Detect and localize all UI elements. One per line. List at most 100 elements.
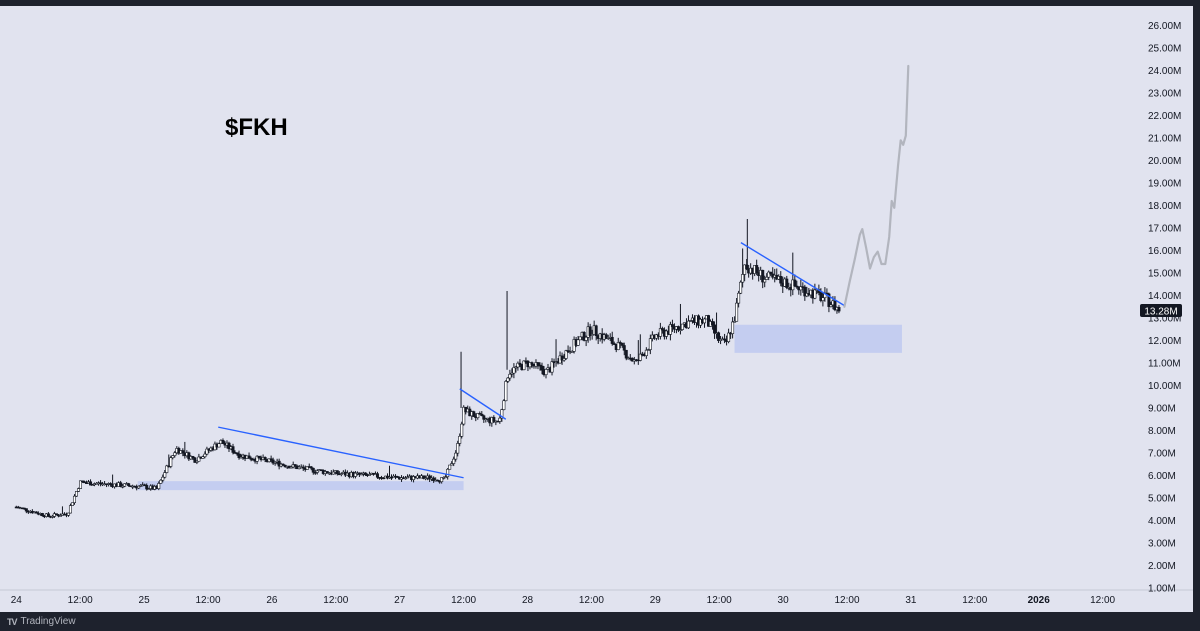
- candle-body: [624, 349, 628, 359]
- candle-body: [315, 470, 319, 473]
- plot-area[interactable]: [0, 6, 1138, 590]
- candle-body: [538, 364, 542, 367]
- candle-body: [658, 328, 662, 337]
- candle-body: [255, 455, 259, 462]
- candle-body: [564, 350, 568, 359]
- candle-body: [432, 477, 436, 481]
- candle-body: [506, 377, 510, 382]
- candle-body: [203, 453, 207, 458]
- candle-body: [201, 456, 205, 459]
- candle-body: [24, 508, 28, 512]
- candle-body: [454, 452, 458, 460]
- price-tick-label: 10.00M: [1148, 381, 1181, 392]
- candle-body: [205, 448, 209, 455]
- candle-body: [436, 479, 440, 482]
- candle-body: [803, 286, 807, 297]
- price-tick-label: 15.00M: [1148, 269, 1181, 280]
- candle-body: [480, 413, 484, 416]
- time-tick-label: 12:00: [707, 595, 732, 606]
- candle-body: [293, 464, 297, 467]
- price-tick-label: 16.00M: [1148, 246, 1181, 257]
- candle-body: [363, 472, 367, 475]
- candle-body: [181, 450, 185, 454]
- candle-body: [367, 474, 371, 476]
- candle-body: [159, 479, 163, 484]
- tradingview-logo-icon[interactable]: TV: [7, 616, 17, 627]
- candle-body: [562, 358, 566, 361]
- time-tick-label: 12:00: [834, 595, 859, 606]
- candle-body: [578, 336, 582, 341]
- candle-body: [50, 516, 54, 518]
- candle-body: [550, 361, 554, 373]
- candle-body: [723, 338, 727, 341]
- candle-body: [731, 321, 735, 334]
- candle-body: [335, 470, 339, 475]
- candle-body: [676, 326, 680, 331]
- candle-body: [500, 409, 504, 419]
- time-tick-label: 29: [650, 595, 662, 606]
- candle-body: [40, 513, 44, 517]
- price-axis[interactable]: [1138, 6, 1193, 590]
- candle-body: [89, 481, 93, 486]
- candle-body: [74, 491, 78, 497]
- candle-body: [281, 463, 285, 466]
- candle-body: [58, 515, 62, 517]
- candle-body: [46, 513, 50, 517]
- svg-text:13.28M: 13.28M: [1144, 307, 1177, 318]
- price-tick-label: 17.00M: [1148, 224, 1181, 235]
- candlestick-chart[interactable]: 1.00M 2.00M 3.00M 4.00M 5.00M 6.00M 7.00M 8.00M…: [0, 0, 1200, 612]
- candle-body: [34, 511, 38, 514]
- candle-body: [195, 460, 199, 463]
- candle-body: [311, 467, 315, 473]
- candle-body: [737, 292, 741, 304]
- price-tick-label: 6.00M: [1148, 471, 1176, 482]
- candle-body: [187, 452, 191, 460]
- candle-body: [761, 269, 765, 283]
- current-price-label: 13.28M: [1140, 304, 1182, 318]
- projection-line: [843, 64, 910, 308]
- candle-body: [331, 471, 335, 475]
- candle-body: [381, 477, 385, 480]
- candle-body: [169, 457, 173, 467]
- candle-body: [301, 466, 305, 469]
- candle-body: [263, 457, 267, 460]
- time-tick-label: 27: [394, 595, 406, 606]
- time-axis[interactable]: [0, 590, 1193, 612]
- candle-body: [498, 417, 502, 422]
- price-tick-label: 3.00M: [1148, 539, 1176, 550]
- price-tick-label: 8.00M: [1148, 426, 1176, 437]
- candle-body: [325, 471, 329, 474]
- candle-body: [648, 338, 652, 350]
- candle-body: [512, 367, 516, 374]
- trendline: [740, 242, 845, 307]
- candle-body: [390, 476, 394, 479]
- candle-body: [536, 362, 540, 366]
- candle-body: [819, 292, 823, 301]
- price-tick-label: 13.00M: [1148, 314, 1181, 325]
- candle-body: [733, 320, 737, 323]
- support-zones: [137, 324, 902, 491]
- candle-body: [735, 302, 739, 322]
- candle-body: [404, 477, 408, 480]
- candle-body: [717, 332, 721, 341]
- candle-body: [191, 456, 195, 459]
- candle-body: [428, 475, 432, 480]
- candle-body: [813, 289, 817, 299]
- candle-body: [530, 362, 534, 365]
- candle-body: [161, 476, 165, 481]
- candle-body: [576, 339, 580, 346]
- candle-body: [610, 336, 614, 344]
- candle-body: [516, 362, 520, 368]
- candle-body: [171, 455, 175, 459]
- candle-body: [217, 443, 221, 448]
- candle-body: [560, 355, 564, 361]
- time-tick-label: 12:00: [323, 595, 348, 606]
- candle-body: [309, 466, 313, 469]
- candle-body: [680, 323, 684, 330]
- candle-body: [79, 480, 83, 489]
- candle-body: [594, 325, 598, 336]
- candle-body: [121, 485, 125, 488]
- candle-body: [267, 458, 271, 462]
- candle-body: [829, 304, 833, 307]
- candle-body: [785, 278, 789, 288]
